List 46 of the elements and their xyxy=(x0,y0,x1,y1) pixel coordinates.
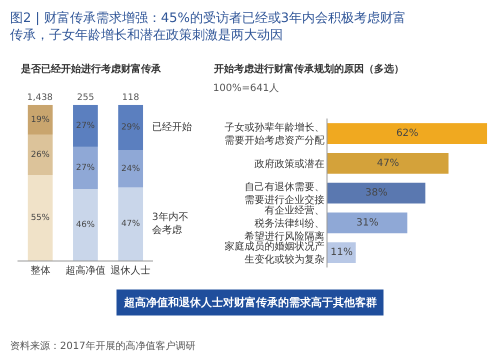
y-tick-label: 自己有退休需要、需要进行企业交接 xyxy=(244,181,324,206)
x-tick-label: 退休人士 xyxy=(110,264,151,277)
x-tick-label: 超高净值 xyxy=(65,264,106,277)
bar xyxy=(327,152,449,174)
text: 超高净值和退休人士对财富传承的需求高于其他客群 xyxy=(123,296,377,309)
x-tick-label: 整体 xyxy=(30,264,50,277)
data-label: 24% xyxy=(121,162,140,173)
bar xyxy=(118,150,144,188)
y-tick-label: 政府政策或潜在 xyxy=(254,158,324,170)
data-label: 62% xyxy=(396,128,418,140)
bar xyxy=(28,174,53,261)
bar xyxy=(118,187,144,261)
bar xyxy=(28,104,53,134)
y-tick-label: 有企业经营、税务法律纠纷、希望进行风险隔离 xyxy=(244,204,324,242)
data-label: 26% xyxy=(30,148,50,159)
data-label: 31% xyxy=(356,217,378,228)
annotation: 118 xyxy=(122,93,140,103)
bar xyxy=(73,188,98,261)
bar xyxy=(118,104,144,150)
text: 100%=641人 xyxy=(213,83,280,94)
y-tick-label: 家庭成员的婚姻状况产生变化或较为复杂 xyxy=(224,240,324,266)
data-label: 11% xyxy=(330,247,353,258)
bar xyxy=(327,123,488,144)
bar xyxy=(327,182,426,204)
data-label: 38% xyxy=(365,188,388,199)
data-label: 46% xyxy=(76,218,95,229)
data-label: 47% xyxy=(376,158,400,169)
data-label: 27% xyxy=(76,120,95,130)
data-label: 19% xyxy=(30,114,50,124)
data-label: 29% xyxy=(121,122,140,132)
annotation: 1,438 xyxy=(27,93,54,103)
chart-subtitle: 是否已经开始进行考虑财富传承 xyxy=(20,63,162,75)
bar xyxy=(73,146,98,189)
bar xyxy=(73,104,98,147)
text: 图2 | 财富传承需求增强：45%的受访者已经或3年内会积极考虑财富传承，子女年龄增长和潜在政策刺激是两大动因 xyxy=(10,10,406,43)
series-label: 已经开始 xyxy=(152,121,192,133)
chart-title: 开始考虑进行财富传承规划的原因（多选） xyxy=(213,63,404,75)
series-label: 3年内不会考虑 xyxy=(152,211,188,236)
y-tick-label: 子女或孙辈年龄增长、需要开始考虑资产分配 xyxy=(224,122,324,147)
bar xyxy=(327,212,408,234)
bar xyxy=(28,134,53,175)
data-label: 47% xyxy=(121,218,140,228)
data-label: 55% xyxy=(30,212,50,222)
data-label: 27% xyxy=(76,162,95,172)
text: 资料来源：2017年开展的高净值客户调研 xyxy=(10,340,196,352)
annotation: 255 xyxy=(77,93,94,103)
